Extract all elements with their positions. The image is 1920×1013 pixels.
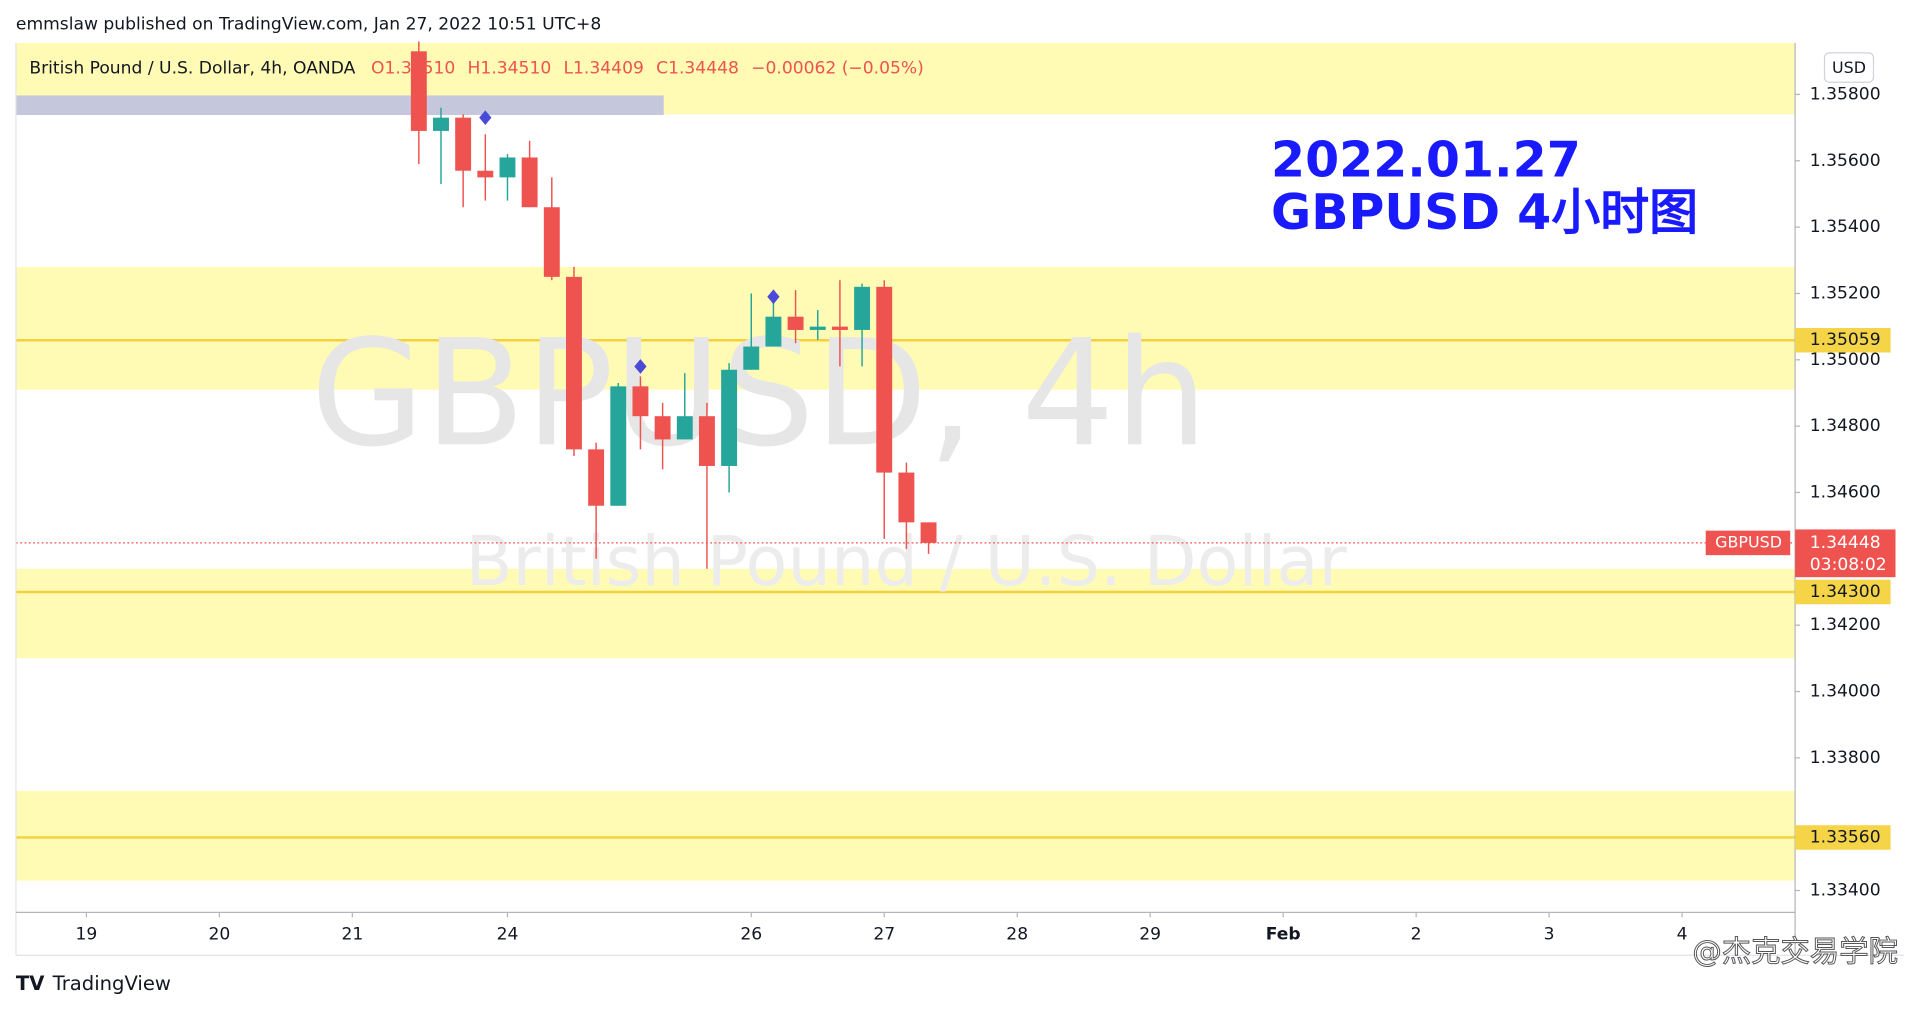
candle-body xyxy=(721,369,738,466)
candle-body xyxy=(632,386,649,417)
ohlc-legend: O1.34510 H1.34510 L1.34409 C1.34448 −0.00062… xyxy=(371,59,924,79)
y-tick-label: 1.34800 xyxy=(1810,416,1881,436)
x-tick-label: 27 xyxy=(873,924,895,944)
countdown: 03:08:02 xyxy=(1810,555,1887,575)
footer: TradingView xyxy=(52,972,171,995)
candle-body xyxy=(654,416,671,440)
candle-body xyxy=(477,170,494,178)
x-tick-label: 26 xyxy=(740,924,762,944)
candle-body xyxy=(455,117,472,171)
candle-body xyxy=(898,472,915,523)
candle-body xyxy=(831,326,848,330)
candle-body xyxy=(876,286,893,473)
x-tick-label: 4 xyxy=(1677,924,1688,944)
symbol-title: British Pound / U.S. Dollar, 4h, OANDA xyxy=(29,59,355,79)
y-tick-label: 1.35400 xyxy=(1810,217,1881,237)
candle-body xyxy=(588,449,605,506)
ohlc-value: C1.34448 xyxy=(656,59,739,79)
candle-body xyxy=(543,207,560,277)
level-label: 1.35059 xyxy=(1810,330,1881,350)
last-price-label: 1.34448 xyxy=(1810,533,1881,553)
x-tick-label: 28 xyxy=(1006,924,1028,944)
last-price-name-box xyxy=(1705,530,1791,556)
y-tick-label: 1.33800 xyxy=(1810,748,1881,768)
candle-body xyxy=(410,51,427,131)
ohlc-value: −0.00062 (−0.05%) xyxy=(751,59,924,79)
currency[interactable]: USD xyxy=(1832,58,1866,77)
zone xyxy=(15,266,1796,390)
x-tick-label: 24 xyxy=(497,924,519,944)
candle-body xyxy=(610,386,627,506)
last-price-box xyxy=(1795,529,1896,578)
candle-body xyxy=(676,416,693,440)
y-tick-label: 1.35800 xyxy=(1810,84,1881,104)
ohlc-value: L1.34409 xyxy=(564,59,644,79)
y-tick-label: 1.34000 xyxy=(1810,682,1881,702)
plot-layer xyxy=(15,41,1796,569)
x-tick-label: 19 xyxy=(75,924,97,944)
y-tick-label: 1.33400 xyxy=(1810,881,1881,901)
level-label-box xyxy=(1795,825,1891,850)
candle-body xyxy=(787,316,804,330)
candle-body xyxy=(698,416,715,466)
y-tick-label: 1.35200 xyxy=(1810,283,1881,303)
x-tick-label: Feb xyxy=(1266,924,1301,944)
candle-body xyxy=(920,522,937,543)
background-layer xyxy=(15,43,1796,881)
candle-body xyxy=(499,157,516,178)
annotation: 2022.01.27 xyxy=(1271,132,1581,189)
credit: @杰克交易学院 xyxy=(1692,934,1898,968)
ohlc-value: O1.34510 xyxy=(371,59,455,79)
level-label-box xyxy=(1795,579,1891,605)
last-price-name: GBPUSD xyxy=(1715,532,1782,551)
x-tick-label: 3 xyxy=(1544,924,1555,944)
x-tick-label: 29 xyxy=(1139,924,1161,944)
level-label: 1.33560 xyxy=(1810,827,1881,847)
signal-marker xyxy=(634,359,647,374)
candle-body xyxy=(521,157,538,208)
logo: TV xyxy=(16,972,45,995)
candle-body xyxy=(433,117,449,131)
candle-body xyxy=(854,286,871,330)
zone xyxy=(15,791,1796,881)
x-tick-label: 20 xyxy=(208,924,230,944)
y-tick-label: 1.35600 xyxy=(1810,151,1881,171)
currency-button[interactable] xyxy=(1823,52,1875,83)
annotation: GBPUSD 4小时图 xyxy=(1271,184,1698,241)
x-tick-label: 21 xyxy=(341,924,363,944)
candle-body xyxy=(809,326,826,330)
y-tick-label: 1.34200 xyxy=(1810,615,1881,635)
candle-body xyxy=(566,276,582,450)
ohlc-value: H1.34510 xyxy=(468,59,552,79)
y-tick-label: 1.34600 xyxy=(1810,482,1881,502)
x-tick-label: 2 xyxy=(1411,924,1422,944)
publisher: emmslaw published on TradingView.com, Ja… xyxy=(16,15,601,35)
candle-body xyxy=(765,316,782,347)
zone xyxy=(15,568,1796,659)
candle-body xyxy=(743,346,760,370)
level-label: 1.34300 xyxy=(1810,582,1881,602)
watermark: GBPUSD, 4h xyxy=(311,308,1208,479)
y-tick-label: 1.35000 xyxy=(1810,350,1881,370)
level-label-box xyxy=(1795,327,1891,353)
range-box xyxy=(15,95,664,116)
